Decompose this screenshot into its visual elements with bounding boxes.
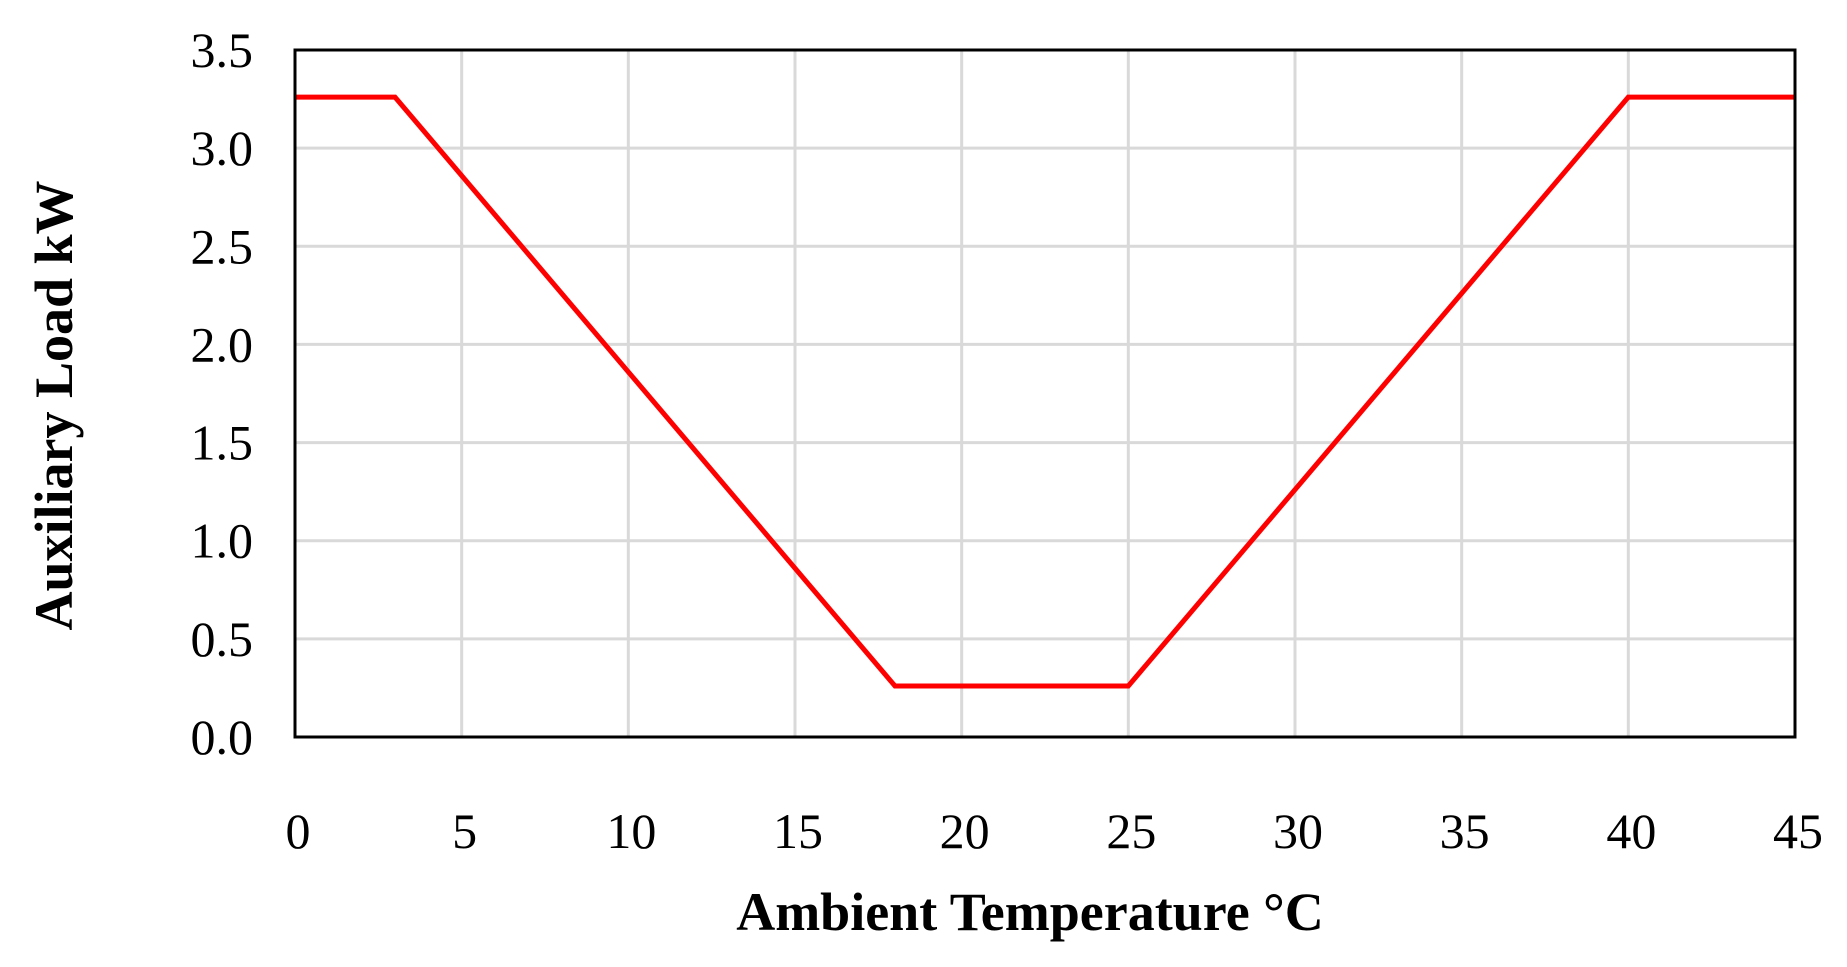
- x-tick-label: 30: [1273, 803, 1323, 859]
- x-tick-label: 15: [773, 803, 823, 859]
- plot-area-frame: [295, 50, 1795, 737]
- x-tick-label: 45: [1773, 803, 1823, 859]
- x-tick-label: 35: [1440, 803, 1490, 859]
- y-tick-label: 1.0: [191, 513, 254, 569]
- y-tick-label: 3.0: [191, 120, 254, 176]
- series-line: [295, 97, 1795, 686]
- y-tick-label: 0.5: [191, 611, 254, 667]
- x-tick-label: 5: [452, 803, 477, 859]
- y-tick-label: 1.5: [191, 415, 254, 471]
- y-tick-label: 2.5: [191, 218, 254, 274]
- x-tick-label: 0: [286, 803, 311, 859]
- x-tick-label: 20: [940, 803, 990, 859]
- x-tick-label: 40: [1606, 803, 1656, 859]
- y-tick-label: 2.0: [191, 316, 254, 372]
- series-layer: [295, 97, 1795, 686]
- gridlines: [295, 50, 1795, 737]
- x-axis-tick-labels: 0 5 10 15 20 25 30 35 40 45: [286, 803, 1824, 859]
- x-tick-label: 10: [606, 803, 656, 859]
- y-tick-label: 0.0: [191, 709, 254, 765]
- x-axis-title: Ambient Temperature °C: [736, 882, 1324, 942]
- x-tick-label: 25: [1106, 803, 1156, 859]
- y-axis-tick-labels: 0.0 0.5 1.0 1.5 2.0 2.5 3.0 3.5: [191, 22, 254, 765]
- y-tick-label: 3.5: [191, 22, 254, 78]
- y-axis-title: Auxiliary Load kW: [24, 180, 84, 630]
